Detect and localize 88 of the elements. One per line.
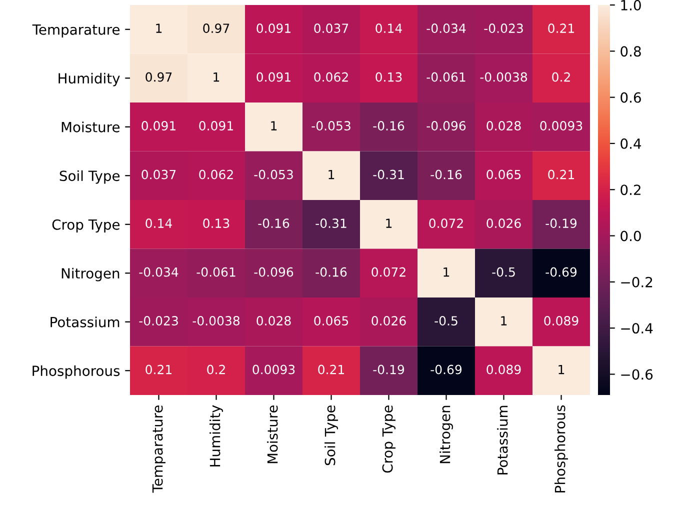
y-tick-label: Soil Type [60,170,120,184]
data-label: -0.16 [316,267,347,277]
data-label: 1 [271,121,277,130]
data-label: 0.0093 [252,364,295,374]
data-label: 0.072 [429,218,463,228]
data-label: 0.14 [146,218,172,228]
color-bar-label: 0.6 [620,92,641,103]
data-label: 1 [328,170,334,180]
data-label: 0.091 [199,121,233,130]
data-label: 0.21 [146,364,172,374]
data-label: 0.2 [552,72,570,82]
data-label: -0.5 [492,267,515,277]
data-label: 0.2 [207,364,225,374]
data-label: -0.0038 [480,72,528,82]
data-label: 0.062 [199,170,233,180]
data-label: 0.14 [376,24,402,33]
x-tick-label: Humidity [210,405,223,466]
data-label: 1 [444,267,450,277]
color-bar-label: 1.0 [621,0,641,10]
data-label: -0.034 [426,24,466,33]
data-label: -0.31 [316,218,346,228]
color-bar-label: −0.2 [621,276,652,288]
color-bar-label: 0.0 [620,230,641,242]
data-label: -0.096 [426,121,466,130]
data-label: 0.028 [486,121,521,130]
data-label: 0.037 [142,170,176,180]
x-tick-label: Potassium [497,406,508,474]
data-label: 0.21 [548,24,574,33]
data-label: 0.13 [203,218,230,228]
data-label: 0.062 [314,72,348,82]
y-tick-label: Crop Type [52,219,120,233]
data-label: 0.089 [544,316,578,326]
data-label: 0.026 [486,218,521,228]
data-label: 0.037 [314,24,348,33]
data-label: -0.053 [312,121,350,130]
data-label: -0.31 [373,170,404,180]
color-bar-label: 0.2 [620,184,640,196]
data-label: -0.061 [196,267,236,277]
color-bar-label: 0.4 [620,138,642,149]
data-label: 0.065 [486,170,521,180]
x-tick-label: Nitrogen [440,406,453,464]
data-label: -0.16 [430,170,462,180]
data-label: 0.13 [376,72,402,82]
data-label: 0.21 [318,364,344,374]
x-tick-label: Soil Type [324,405,338,466]
y-tick-label: Moisture [62,122,120,132]
data-label: -0.69 [430,364,462,374]
data-label: 1 [386,218,392,228]
data-label: 1 [558,364,564,374]
color-bar-label: −0.6 [621,369,653,380]
data-label: 0.21 [548,170,574,180]
y-tick-label: Temparature [32,24,120,38]
color-bar-label: 0.8 [620,46,641,57]
data-label: 0.0093 [540,121,582,130]
data-label: 0.028 [256,316,291,326]
data-label: 0.091 [256,24,290,33]
data-label: -0.5 [434,316,458,326]
data-label: -0.0038 [192,316,240,326]
y-tick-label: Nitrogen [62,268,120,282]
data-label: 0.091 [142,121,176,130]
data-label: 1 [214,72,220,82]
x-tick-label: Moisture [267,405,278,464]
x-tick-label: Crop Type [382,405,396,473]
x-tick-label: Phosphorous [554,405,568,492]
data-label: -0.096 [254,267,294,277]
data-label: -0.16 [373,121,404,130]
data-label: 0.026 [372,316,406,326]
data-label: -0.023 [139,316,178,326]
data-label: -0.061 [426,72,466,82]
data-label: 0.97 [146,72,172,82]
data-label: 0.97 [203,24,230,33]
y-tick-label: Potassium [50,316,120,328]
data-label: 0.091 [256,72,290,82]
data-label: -0.053 [254,170,293,180]
y-tick-label: Phosphorous [32,365,120,379]
data-label: 0.065 [314,316,348,326]
data-label: 0.089 [486,364,521,374]
data-label: -0.023 [484,24,523,33]
color-bar-label: −0.4 [621,323,653,334]
data-label: 1 [501,316,507,326]
data-label: 0.072 [372,267,406,277]
data-label: -0.19 [546,218,577,228]
data-label: 1 [156,24,162,33]
data-label: -0.034 [139,267,178,277]
data-label: -0.19 [373,364,404,374]
data-label: -0.16 [258,218,290,228]
data-label: -0.69 [546,267,577,277]
y-tick-label: Humidity [58,72,120,86]
